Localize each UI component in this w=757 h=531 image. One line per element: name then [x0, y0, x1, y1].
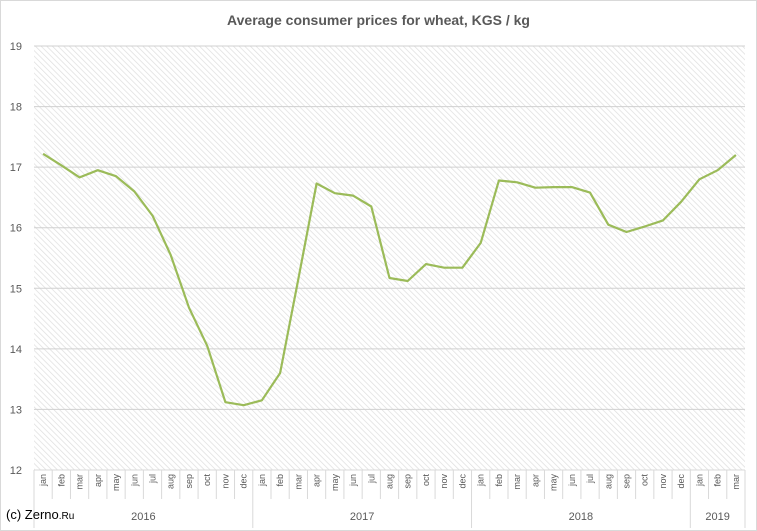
month-label: mar — [293, 474, 303, 490]
y-tick-label: 17 — [10, 162, 22, 174]
month-label: jan — [476, 474, 486, 487]
month-label: jan — [38, 474, 48, 487]
y-tick-label: 14 — [10, 344, 22, 356]
y-tick-label: 15 — [10, 283, 22, 295]
month-label: may — [549, 474, 559, 492]
month-label: aug — [385, 474, 395, 489]
month-label: oct — [640, 474, 650, 487]
month-label: may — [330, 474, 340, 492]
y-tick-label: 18 — [10, 102, 22, 114]
month-label: apr — [530, 474, 540, 487]
month-label: jan — [694, 474, 704, 487]
month-label: apr — [93, 474, 103, 487]
month-label: feb — [494, 474, 504, 487]
y-tick-label: 16 — [10, 223, 22, 235]
month-label: mar — [75, 474, 85, 490]
month-label: jun — [567, 474, 577, 487]
month-label: aug — [166, 474, 176, 489]
month-label: jan — [257, 474, 267, 487]
month-label: nov — [220, 474, 230, 489]
month-label: jun — [348, 474, 358, 487]
month-label: mar — [731, 474, 741, 490]
month-label: nov — [658, 474, 668, 489]
month-label: apr — [312, 474, 322, 487]
credit-text: (c) Zerno.Ru — [6, 507, 75, 522]
month-label: may — [111, 474, 121, 492]
year-label: 2019 — [705, 511, 729, 523]
y-tick-label: 12 — [10, 465, 22, 477]
month-label: feb — [275, 474, 285, 487]
month-label: sep — [622, 474, 632, 489]
month-label: feb — [713, 474, 723, 487]
month-label: oct — [202, 474, 212, 487]
year-label: 2018 — [569, 511, 593, 523]
month-label: dec — [457, 474, 467, 489]
month-label: mar — [512, 474, 522, 490]
month-label: jul — [585, 474, 595, 484]
month-label: nov — [439, 474, 449, 489]
year-label: 2016 — [131, 511, 155, 523]
year-label: 2017 — [350, 511, 374, 523]
month-label: jul — [366, 474, 376, 484]
y-tick-label: 19 — [10, 41, 22, 53]
month-label: oct — [421, 474, 431, 487]
y-tick-label: 13 — [10, 404, 22, 416]
month-label: dec — [676, 474, 686, 489]
month-label: feb — [56, 474, 66, 487]
series-line — [42, 152, 737, 407]
month-label: dec — [239, 474, 249, 489]
month-label: sep — [403, 474, 413, 489]
chart-title: Average consumer prices for wheat, KGS /… — [227, 12, 530, 28]
plot-area — [34, 46, 745, 470]
month-label: aug — [603, 474, 613, 489]
month-label: jul — [148, 474, 158, 484]
month-label: jun — [129, 474, 139, 487]
month-label: sep — [184, 474, 194, 489]
